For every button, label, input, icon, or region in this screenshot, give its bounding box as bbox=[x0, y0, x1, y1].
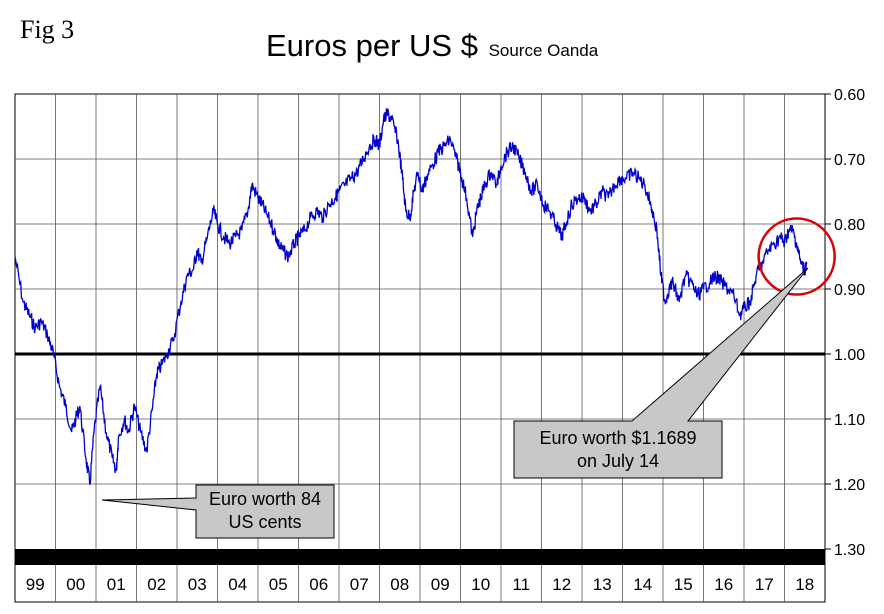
figure-label: Fig 3 bbox=[20, 15, 75, 44]
x-category-label: 06 bbox=[309, 575, 328, 594]
chart-source: Source Oanda bbox=[488, 41, 599, 60]
callout-2-line-1: Euro worth $1.1689 bbox=[539, 428, 696, 448]
y-tick-label: 1.10 bbox=[834, 412, 865, 429]
callout-1-line-1: Euro worth 84 bbox=[209, 489, 321, 509]
y-tick-label: 0.70 bbox=[834, 152, 865, 169]
y-tick-label: 1.20 bbox=[834, 477, 865, 494]
x-category-label: 12 bbox=[552, 575, 571, 594]
x-category-label: 09 bbox=[431, 575, 450, 594]
x-category-label: 03 bbox=[188, 575, 207, 594]
x-category-label: 02 bbox=[147, 575, 166, 594]
x-category-label: 18 bbox=[795, 575, 814, 594]
x-category-label: 10 bbox=[471, 575, 490, 594]
x-axis-categories: 99 00 01 02 03 04 05 06 07 08 09 10 11 12 13 14 15 16 17 18 bbox=[26, 575, 814, 594]
callout-box-1 bbox=[101, 484, 335, 539]
y-tick-label: 0.80 bbox=[834, 217, 865, 234]
x-category-label: 13 bbox=[593, 575, 612, 594]
x-category-label: 00 bbox=[66, 575, 85, 594]
x-category-label: 11 bbox=[512, 575, 530, 594]
x-category-label: 17 bbox=[755, 575, 774, 594]
x-category-label: 07 bbox=[350, 575, 369, 594]
x-category-label: 01 bbox=[107, 575, 126, 594]
callout-2-line-2: on July 14 bbox=[577, 451, 659, 471]
x-category-label: 14 bbox=[633, 575, 652, 594]
y-tick-label: 0.60 bbox=[834, 87, 865, 104]
highlight-circle bbox=[757, 217, 836, 296]
gridlines bbox=[15, 94, 825, 602]
y-axis-ticks: 0.60 0.70 0.80 0.90 1.00 1.10 1.20 1.30 bbox=[825, 87, 865, 559]
y-tick-label: 1.00 bbox=[834, 347, 865, 364]
y-tick-label: 0.90 bbox=[834, 282, 865, 299]
y-tick-label: 1.30 bbox=[834, 542, 865, 559]
callout-1-line-2: US cents bbox=[228, 512, 301, 532]
x-axis-band bbox=[15, 549, 825, 565]
chart-title-text: Euros per US $ bbox=[266, 28, 478, 63]
x-category-label: 08 bbox=[390, 575, 409, 594]
eur-usd-series-line bbox=[14, 108, 808, 486]
callout-box-2 bbox=[513, 267, 809, 479]
chart-title: Euros per US $ Source Oanda bbox=[266, 28, 598, 64]
x-category-label: 15 bbox=[674, 575, 693, 594]
x-category-label: 04 bbox=[228, 575, 247, 594]
x-category-label: 05 bbox=[269, 575, 288, 594]
x-category-label: 99 bbox=[26, 575, 45, 594]
x-category-label: 16 bbox=[714, 575, 733, 594]
